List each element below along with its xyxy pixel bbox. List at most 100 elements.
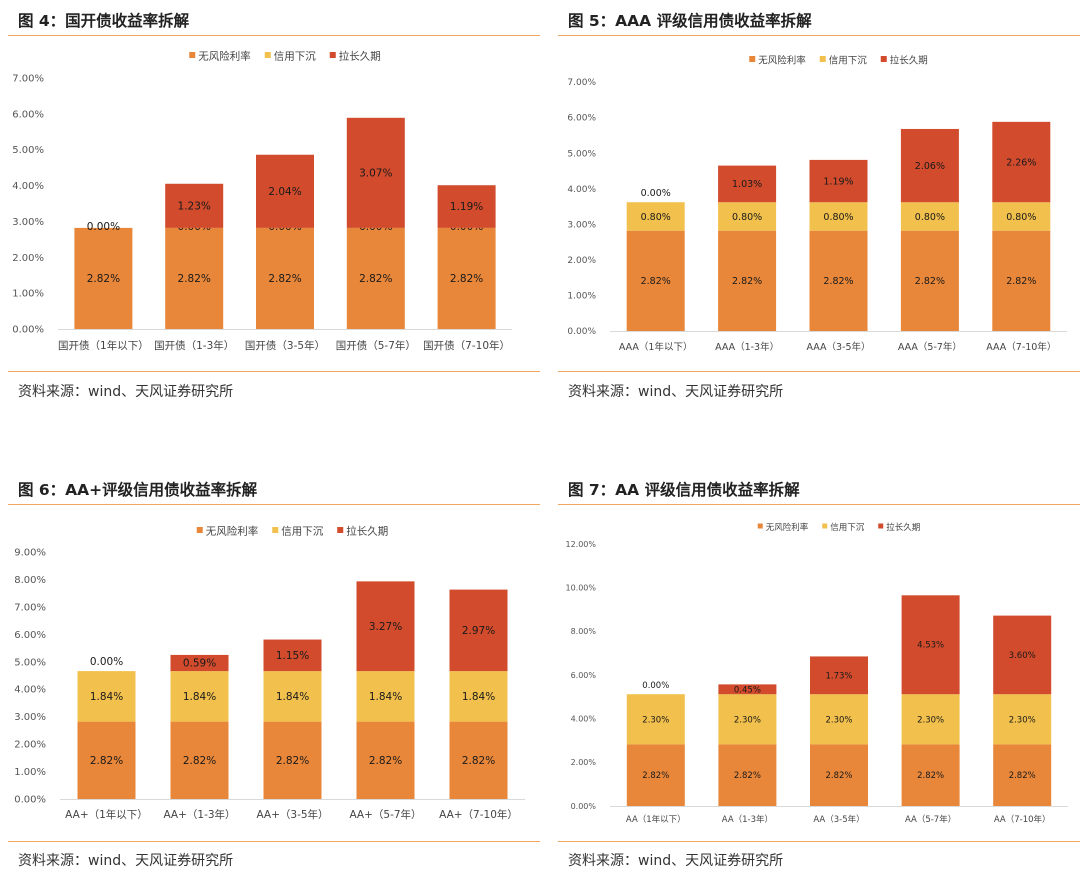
legend-swatch	[822, 523, 828, 529]
data-label: 2.82%	[276, 755, 309, 767]
x-tick-label: AA（7-10年）	[994, 814, 1051, 825]
y-tick-label: 4.00%	[12, 181, 44, 192]
bar-segment	[809, 230, 868, 331]
data-label: 2.97%	[462, 625, 495, 637]
y-tick-label: 5.00%	[567, 149, 596, 159]
y-tick-label: 12.00%	[565, 540, 596, 549]
data-label: 1.19%	[823, 176, 853, 187]
bar-segment	[165, 183, 224, 228]
y-tick-label: 0.00%	[571, 802, 597, 811]
bar-segment	[256, 227, 314, 329]
legend-swatch	[757, 523, 763, 529]
y-tick-label: 8.00%	[571, 627, 597, 636]
footer-divider	[8, 371, 540, 372]
x-tick-label: AA+（1-3年）	[163, 808, 235, 821]
bar-segment	[900, 202, 959, 231]
data-label: 2.82%	[734, 771, 761, 781]
data-label: 0.80%	[641, 212, 671, 223]
data-label: 3.07%	[359, 168, 392, 180]
stacked-bar-chart: 0.00% 1.00% 2.00% 3.00% 4.00% 5.00% 6.00% 7.00%…	[12, 50, 512, 352]
source-note: 资料来源：wind、天风证券研究所	[18, 853, 234, 869]
data-label: 3.27%	[369, 621, 402, 633]
y-tick-label: 6.00%	[12, 109, 44, 120]
bar-segment	[170, 721, 229, 799]
footer-divider	[558, 371, 1080, 372]
data-label: 2.82%	[450, 273, 483, 285]
bar-segment	[449, 671, 508, 722]
data-label: 2.30%	[734, 715, 761, 725]
data-label: 2.82%	[369, 755, 402, 767]
data-label: 1.84%	[276, 691, 309, 703]
bar-segment	[346, 227, 405, 329]
data-label: 2.82%	[917, 771, 944, 781]
legend-swatch	[196, 527, 203, 533]
data-label: 0.80%	[732, 212, 762, 223]
x-tick-label: 国开债（3-5年）	[245, 339, 325, 352]
legend-swatch	[329, 52, 336, 58]
bar-segment	[626, 744, 685, 806]
data-label: 2.82%	[642, 771, 669, 781]
legend-swatch	[878, 523, 884, 529]
chart-panel-fig5: 图 5：AAA 评级信用债收益率拆解 0.00% 1.00% 2.00% 3.00% 4…	[550, 0, 1080, 420]
data-label: 0.59%	[183, 658, 216, 670]
bar-segment	[346, 117, 405, 228]
data-label: 2.82%	[268, 273, 301, 285]
legend-label: 拉长久期	[339, 50, 381, 63]
data-label: 2.30%	[642, 715, 669, 725]
bar-segment	[718, 694, 777, 745]
x-tick-label: AAA（1年以下）	[619, 341, 693, 353]
data-label: 1.03%	[732, 179, 762, 190]
y-tick-label: 10.00%	[565, 583, 596, 592]
x-tick-label: AA（5-7年）	[905, 814, 956, 825]
data-label: 1.84%	[183, 691, 216, 703]
x-tick-label: 国开债（1-3年）	[154, 339, 234, 352]
data-label: 1.19%	[450, 201, 483, 213]
y-tick-label: 5.00%	[14, 657, 46, 668]
data-label: 1.84%	[90, 691, 123, 703]
bar-segment	[256, 154, 314, 228]
data-label: 0.00%	[87, 221, 120, 233]
data-label: 2.82%	[641, 276, 671, 287]
data-label: 2.30%	[825, 715, 852, 725]
bar-segment	[718, 165, 777, 203]
legend-swatch	[264, 52, 271, 58]
y-tick-label: 3.00%	[567, 220, 596, 230]
x-tick-label: AAA（3-5年）	[806, 341, 870, 353]
bar-segment	[718, 230, 777, 331]
data-label: 2.82%	[1009, 771, 1036, 781]
legend-label: 拉长久期	[890, 54, 928, 66]
x-tick-label: 国开债（1年以下）	[58, 339, 149, 352]
y-tick-label: 6.00%	[567, 114, 596, 124]
data-label: 1.84%	[369, 691, 402, 703]
stacked-bar-chart: 0.00% 1.00% 2.00% 3.00% 4.00% 5.00% 6.00% 7.00%…	[567, 54, 1067, 353]
y-tick-label: 6.00%	[571, 671, 597, 680]
y-tick-label: 1.00%	[12, 289, 44, 300]
legend-label: 无风险利率	[198, 50, 251, 63]
bar-segment	[437, 227, 496, 329]
data-label: 2.82%	[462, 755, 495, 767]
data-label: 2.04%	[268, 186, 301, 198]
legend-label: 无风险利率	[206, 525, 259, 538]
data-label: 2.82%	[87, 273, 120, 285]
data-label: 0.45%	[734, 685, 761, 695]
legend-swatch	[880, 56, 887, 62]
bar-segment	[356, 721, 415, 799]
data-label: 1.23%	[178, 201, 211, 213]
data-label: 3.60%	[1009, 651, 1036, 661]
title-divider	[8, 35, 540, 36]
bar-segment	[77, 721, 136, 799]
legend-label: 拉长久期	[886, 522, 920, 533]
bar-segment	[74, 227, 133, 329]
chart-panel-fig4: 图 4：国开债收益率拆解 0.00% 1.00% 2.00% 3.00% 4.00% 5.…	[0, 0, 540, 420]
data-label: 2.82%	[732, 276, 762, 287]
bar-segment	[718, 202, 777, 231]
x-tick-label: AAA（5-7年）	[898, 341, 962, 353]
bar-segment	[992, 230, 1051, 331]
data-label: 2.82%	[90, 755, 123, 767]
bar-segment	[901, 595, 960, 695]
bar-segment	[718, 744, 777, 806]
data-label: 2.26%	[1006, 157, 1036, 168]
bar-segment	[170, 671, 229, 722]
bar-segment	[810, 656, 868, 695]
bar-segment	[992, 121, 1051, 203]
